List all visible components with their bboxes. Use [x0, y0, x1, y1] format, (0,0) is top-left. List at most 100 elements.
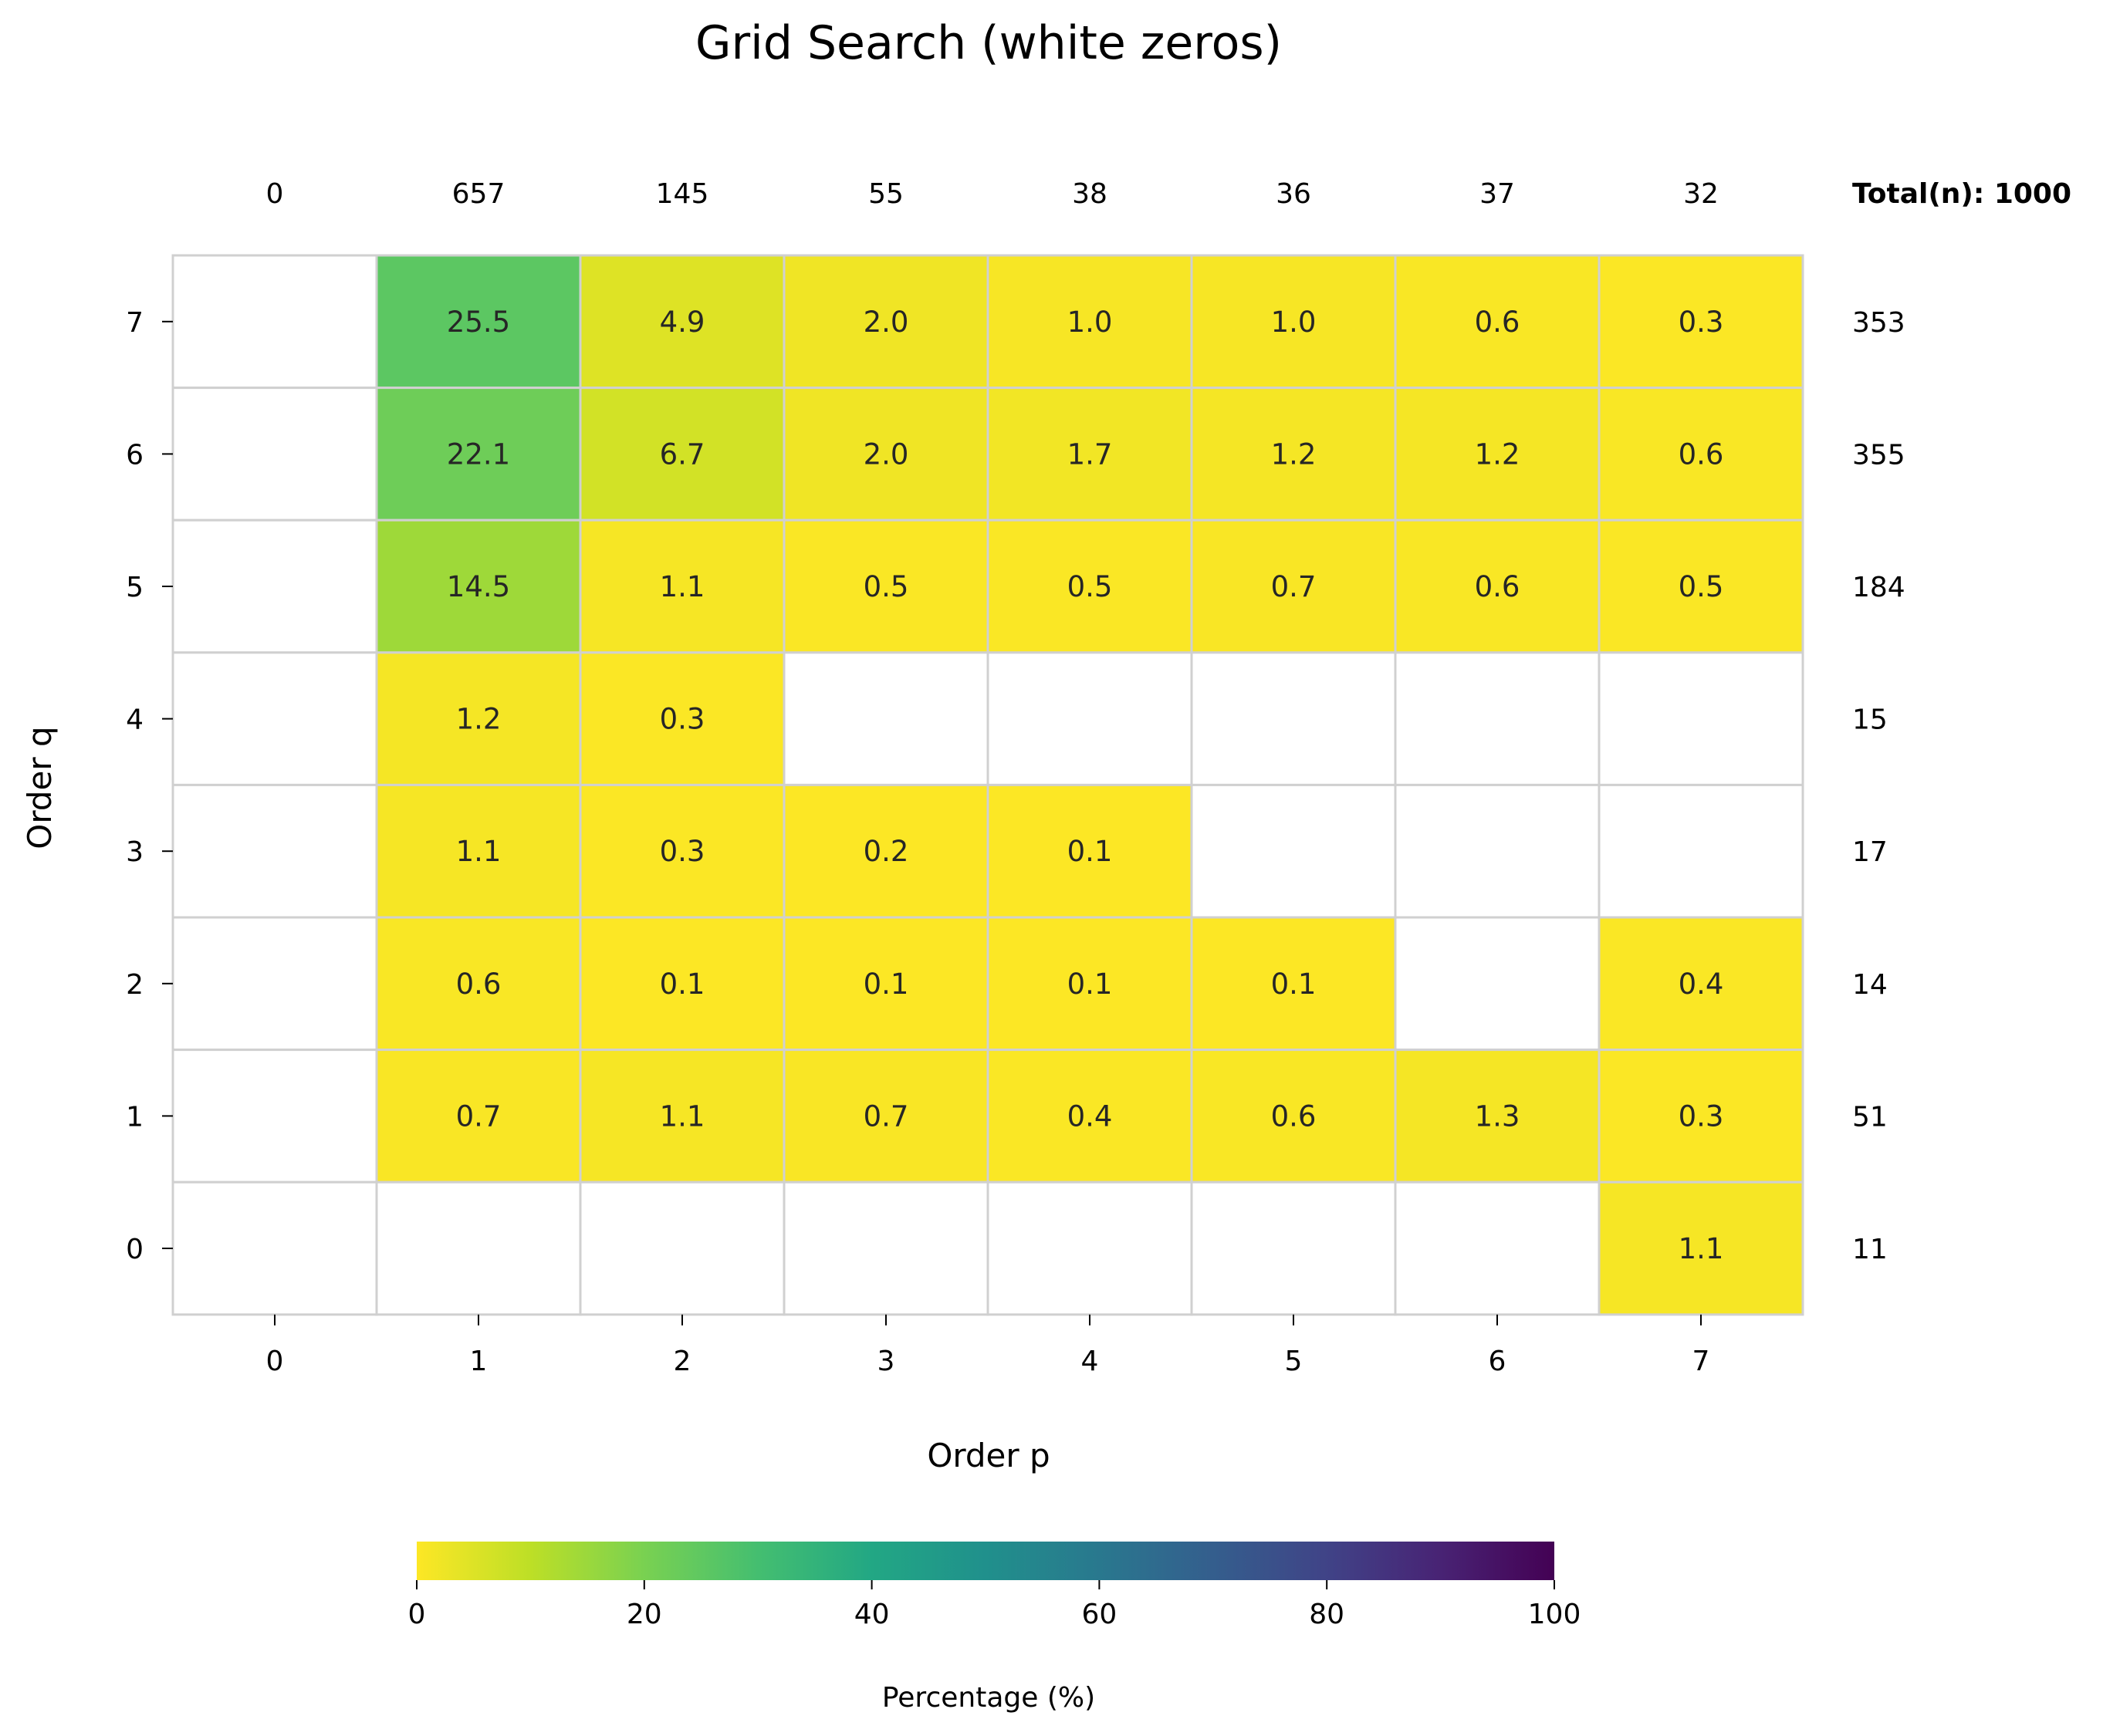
heatmap-cell — [579, 254, 786, 390]
heatmap-cell — [1598, 783, 1804, 919]
y-axis-label: Order q — [21, 726, 59, 849]
heatmap-cell — [1598, 387, 1804, 522]
heatmap-cell — [375, 916, 582, 1052]
cell-value-label: 4.9 — [660, 306, 705, 339]
cell-value-label: 14.5 — [447, 570, 510, 603]
x-tick-label: 5 — [1285, 1346, 1303, 1377]
cell-value-label: 0.5 — [1679, 570, 1724, 603]
heatmap-cell — [986, 916, 1193, 1052]
heatmap-cell — [986, 783, 1193, 919]
column-total-label: 55 — [868, 178, 904, 210]
heatmap-cell — [1598, 518, 1804, 654]
heatmap-cell — [171, 1180, 378, 1316]
cell-value-label: 0.5 — [864, 570, 909, 603]
column-total-label: 657 — [452, 178, 505, 210]
cell-value-label: 0.1 — [1271, 968, 1317, 1001]
colorbar — [417, 1542, 1554, 1580]
heatmap-cell — [783, 387, 989, 522]
heatmap-cell — [1394, 783, 1601, 919]
column-total-label: 36 — [1276, 178, 1311, 210]
x-tick-label: 7 — [1692, 1346, 1710, 1377]
heatmap-cell — [783, 1049, 989, 1184]
cell-value-label: 0.1 — [1067, 968, 1113, 1001]
heatmap-cell — [1598, 651, 1804, 786]
cell-value-label: 1.1 — [660, 570, 705, 603]
y-tick-label: 2 — [126, 969, 144, 1001]
cell-value-label: 1.1 — [660, 1099, 705, 1133]
x-tick-label: 4 — [1081, 1346, 1099, 1377]
cell-value-label: 0.3 — [660, 835, 705, 868]
heatmap-cell — [986, 254, 1193, 390]
heatmap-cell — [783, 1180, 989, 1316]
heatmap-cell — [171, 651, 378, 786]
row-total-label: 11 — [1852, 1234, 1888, 1265]
cell-value-label: 0.6 — [1475, 570, 1520, 603]
cell-value-label: 1.1 — [1679, 1232, 1724, 1265]
heatmap-cell — [1190, 1180, 1397, 1316]
y-tick-label: 3 — [126, 836, 144, 868]
cell-value-label: 0.6 — [1475, 306, 1520, 339]
heatmap-cell — [1598, 916, 1804, 1052]
heatmap-cell — [375, 387, 582, 522]
row-total-label: 17 — [1852, 836, 1888, 868]
cell-value-label: 0.6 — [1679, 437, 1724, 471]
heatmap-cell — [1598, 1180, 1804, 1316]
heatmap-cell — [579, 1180, 786, 1316]
cell-value-label: 0.1 — [660, 968, 705, 1001]
heatmap-cell — [1394, 518, 1601, 654]
x-tick-label: 3 — [877, 1346, 895, 1377]
column-total-label: 38 — [1072, 178, 1107, 210]
row-total-label: 14 — [1852, 969, 1888, 1001]
cell-value-label: 0.6 — [1271, 1099, 1317, 1133]
heatmap-cell — [783, 254, 989, 390]
y-tick-label: 1 — [126, 1101, 144, 1133]
y-tick-label: 6 — [126, 439, 144, 471]
row-total-label: 184 — [1852, 572, 1905, 603]
heatmap-cell — [579, 783, 786, 919]
total-label: Total(n): 1000 — [1852, 178, 2071, 210]
heatmap-cell — [783, 651, 989, 786]
x-axis-label: Order p — [927, 1437, 1050, 1474]
cell-value-label: 0.7 — [456, 1099, 502, 1133]
cell-value-label: 0.7 — [864, 1099, 909, 1133]
cell-value-label: 0.4 — [1679, 968, 1724, 1001]
colorbar-label: Percentage (%) — [882, 1682, 1095, 1714]
heatmap-cell — [1394, 1049, 1601, 1184]
heatmap-cell — [986, 1049, 1193, 1184]
heatmap-cell — [986, 1180, 1193, 1316]
cell-value-label: 0.2 — [864, 835, 909, 868]
row-total-label: 353 — [1852, 307, 1905, 339]
cell-value-label: 1.7 — [1067, 437, 1113, 471]
cell-value-label: 22.1 — [447, 437, 510, 471]
heatmap-cell — [171, 387, 378, 522]
y-tick-label: 7 — [126, 307, 144, 339]
cell-value-label: 1.3 — [1475, 1099, 1520, 1133]
cell-value-label: 1.2 — [456, 703, 502, 736]
cell-value-label: 1.0 — [1271, 306, 1317, 339]
cell-value-label: 0.3 — [660, 703, 705, 736]
heatmap-cell — [375, 1180, 582, 1316]
column-total-label: 145 — [656, 178, 709, 210]
heatmap-cell — [783, 518, 989, 654]
heatmap-cell — [1190, 1049, 1397, 1184]
heatmap-cell — [1190, 783, 1397, 919]
row-total-label: 15 — [1852, 704, 1888, 736]
cell-value-label: 6.7 — [660, 437, 705, 471]
cell-value-label: 2.0 — [864, 437, 909, 471]
cell-value-label: 1.0 — [1067, 306, 1113, 339]
heatmap-cell — [579, 1049, 786, 1184]
cell-value-label: 0.6 — [456, 968, 502, 1001]
heatmap-cell — [171, 916, 378, 1052]
cell-value-label: 0.7 — [1271, 570, 1317, 603]
cell-value-label: 1.1 — [456, 835, 502, 868]
colorbar-tick-label: 20 — [627, 1599, 662, 1630]
heatmap-cell — [1190, 518, 1397, 654]
cell-value-label: 1.2 — [1475, 437, 1520, 471]
x-tick-label: 6 — [1489, 1346, 1506, 1377]
colorbar-tick-label: 60 — [1081, 1599, 1117, 1630]
row-total-label: 51 — [1852, 1101, 1888, 1133]
y-tick-label: 5 — [126, 572, 144, 603]
colorbar-tick-label: 40 — [854, 1599, 890, 1630]
heatmap-cell — [579, 651, 786, 786]
